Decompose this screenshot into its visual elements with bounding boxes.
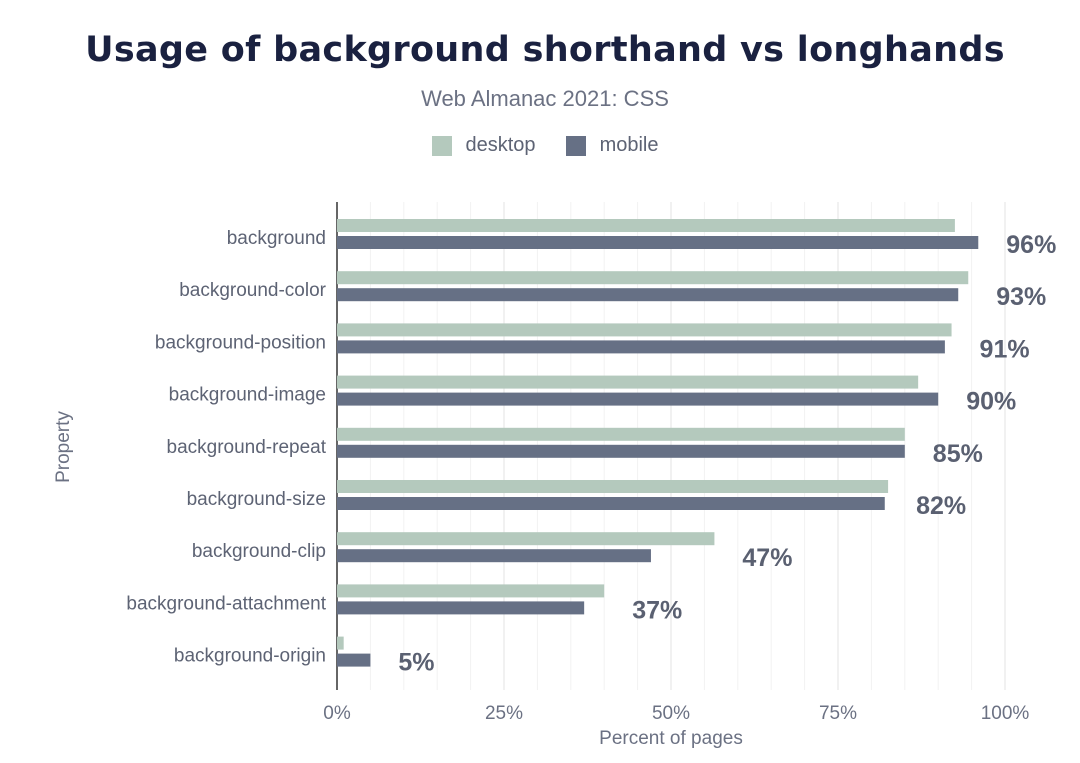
y-tick-label: background xyxy=(227,228,326,249)
bar-desktop xyxy=(337,636,344,650)
y-tick-label: background-position xyxy=(155,332,326,353)
chart-subtitle: Web Almanac 2021: CSS xyxy=(421,86,669,111)
y-tick-label: background-image xyxy=(169,385,326,406)
bar-mobile xyxy=(337,549,651,563)
y-tick-label: background-color xyxy=(179,280,326,301)
data-label: 82% xyxy=(916,492,966,520)
x-tick-label: 75% xyxy=(819,703,857,724)
y-tick-label: background-repeat xyxy=(167,437,327,458)
bar-desktop xyxy=(337,271,969,285)
bar-desktop xyxy=(337,480,889,493)
chart-title: Usage of background shorthand vs longhan… xyxy=(85,30,1005,70)
legend-item-desktop[interactable]: desktop xyxy=(431,134,536,157)
legend-swatch-mobile xyxy=(565,135,586,156)
data-label: 5% xyxy=(398,649,434,677)
y-tick-label: background-clip xyxy=(192,541,326,562)
bar-desktop xyxy=(337,323,952,337)
x-tick-label: 50% xyxy=(652,703,690,724)
x-tick-label: 25% xyxy=(485,703,523,724)
y-tick-label: background-origin xyxy=(174,646,326,667)
legend: desktop mobile xyxy=(0,134,1080,157)
bar-mobile xyxy=(337,653,371,667)
y-axis-title: Property xyxy=(53,411,74,483)
x-tick-label: 0% xyxy=(323,703,351,724)
data-label: 96% xyxy=(1006,231,1056,259)
data-label: 85% xyxy=(933,440,983,468)
bar-mobile xyxy=(337,236,979,249)
data-label: 93% xyxy=(996,283,1046,311)
data-label: 37% xyxy=(632,596,682,624)
x-axis-title: Percent of pages xyxy=(599,728,743,749)
x-tick-label: 100% xyxy=(981,703,1030,724)
bar-desktop xyxy=(337,375,919,389)
bar-desktop xyxy=(337,532,715,546)
bar-desktop xyxy=(337,427,905,441)
legend-label-mobile: mobile xyxy=(599,134,659,156)
y-tick-label: background-size xyxy=(187,489,326,510)
bar-mobile xyxy=(337,444,905,458)
bar-mobile xyxy=(337,497,885,510)
data-label: 91% xyxy=(980,335,1030,363)
bar-desktop xyxy=(337,219,955,232)
bar-mobile xyxy=(337,392,939,406)
bar-mobile xyxy=(337,288,959,302)
bar-mobile xyxy=(337,601,585,615)
legend-label-desktop: desktop xyxy=(465,134,536,156)
bar-mobile xyxy=(337,340,945,354)
data-label: 90% xyxy=(966,388,1016,416)
legend-swatch-desktop xyxy=(431,135,452,156)
legend-item-mobile[interactable]: mobile xyxy=(565,134,659,157)
bar-desktop xyxy=(337,584,605,598)
y-tick-label: background-attachment xyxy=(126,593,326,614)
data-label: 47% xyxy=(742,544,792,572)
